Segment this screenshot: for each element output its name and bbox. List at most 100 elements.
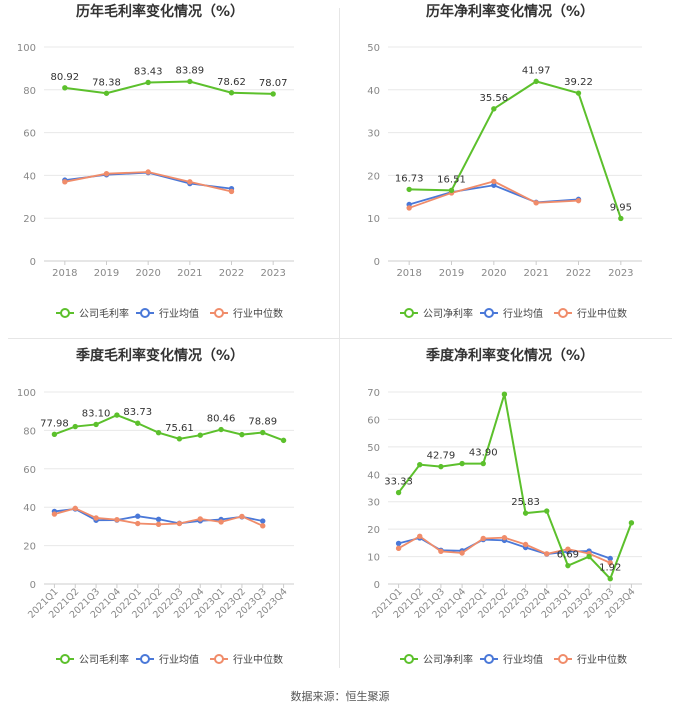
x-tick-label: 2019 (94, 268, 119, 279)
data-point (260, 523, 266, 529)
y-tick-label: 80 (23, 426, 36, 437)
legend-marker (140, 308, 150, 318)
data-point (145, 169, 151, 175)
y-tick-label: 10 (367, 553, 380, 564)
x-tick-label: 2020 (481, 268, 506, 279)
legend-label: 行业均值 (503, 307, 543, 320)
legend-marker (484, 308, 494, 318)
data-point (103, 90, 110, 96)
chart-title: 历年毛利率变化情况（%） (76, 3, 244, 20)
data-point (395, 489, 402, 496)
data-point (239, 431, 245, 438)
data-point (114, 412, 120, 418)
y-tick-label: 0 (374, 257, 380, 268)
data-label: 25.83 (511, 497, 540, 508)
data-point (565, 562, 571, 569)
x-tick-label: 2019 (439, 268, 464, 279)
series-line (64, 80, 274, 95)
data-point (51, 431, 58, 437)
data-point (586, 553, 592, 560)
data-point (260, 429, 266, 436)
data-point (480, 535, 486, 542)
data-point (135, 420, 141, 426)
data-point (501, 534, 508, 541)
data-point (406, 205, 412, 211)
data-source-note: 数据来源：恒生聚源 (290, 690, 390, 703)
y-tick-label: 40 (367, 86, 380, 97)
data-point (533, 200, 539, 206)
data-point (501, 391, 508, 397)
data-point (228, 188, 235, 195)
chart-title: 季度净利率变化情况（%） (425, 347, 594, 364)
data-label: 83.43 (134, 66, 163, 77)
data-point (628, 520, 635, 526)
y-tick-label: 40 (367, 470, 380, 481)
data-point (135, 520, 141, 527)
data-point (533, 78, 539, 85)
data-point (448, 187, 455, 194)
data-point (218, 426, 224, 433)
data-point (417, 461, 423, 468)
data-point (544, 508, 550, 514)
y-tick-label: 60 (23, 465, 36, 476)
data-point (197, 516, 203, 522)
data-label: 1.92 (599, 563, 621, 574)
data-point (480, 460, 486, 467)
legend-label: 公司净利率 (423, 307, 473, 320)
legend-marker (60, 654, 70, 664)
data-point (459, 550, 465, 556)
data-point (406, 186, 412, 193)
chart-3: 季度毛利率变化情况（%）0204060801002021Q12021Q22021… (17, 347, 294, 666)
y-tick-label: 80 (23, 86, 36, 97)
y-tick-label: 70 (367, 388, 380, 399)
x-tick-label: 2022 (566, 268, 591, 279)
legend-label: 行业中位数 (233, 307, 283, 320)
data-point (155, 521, 162, 527)
y-tick-label: 20 (23, 214, 36, 225)
y-tick-label: 20 (23, 542, 36, 553)
data-label: 6.69 (557, 550, 579, 561)
data-point (155, 516, 162, 522)
data-label: 83.73 (123, 407, 152, 418)
y-tick-label: 60 (23, 129, 36, 140)
data-point (93, 515, 99, 521)
legend-label: 行业中位数 (577, 653, 627, 666)
data-label: 77.98 (40, 418, 69, 429)
data-point (72, 423, 78, 430)
data-point (62, 85, 68, 91)
data-label: 80.46 (207, 414, 236, 425)
data-point (176, 520, 183, 527)
legend-marker (558, 654, 568, 664)
data-label: 16.51 (437, 174, 466, 185)
data-label: 9.95 (610, 202, 632, 213)
data-point (522, 510, 529, 516)
data-point (491, 106, 497, 112)
data-label: 43.90 (469, 448, 498, 459)
y-tick-label: 0 (374, 580, 380, 591)
data-label: 35.56 (480, 93, 509, 104)
y-tick-label: 50 (367, 43, 380, 54)
data-point (565, 546, 571, 552)
y-tick-label: 50 (367, 443, 380, 454)
data-label: 78.89 (248, 417, 277, 428)
data-point (417, 533, 423, 539)
data-point (522, 541, 529, 548)
data-point (491, 178, 497, 185)
chart-2: 历年净利率变化情况（%） 0 10 20 30 40 50 2018 2019 2020 2021 2… (367, 3, 642, 320)
data-point (607, 560, 613, 566)
data-label: 39.22 (564, 77, 593, 88)
data-point (135, 513, 141, 519)
legend-marker (214, 654, 224, 664)
data-point (228, 90, 235, 96)
data-point (544, 551, 550, 557)
chart-title: 季度毛利率变化情况（%） (75, 347, 244, 364)
y-tick-label: 0 (30, 257, 36, 268)
data-point (438, 463, 444, 470)
legend-label: 行业均值 (159, 653, 199, 666)
data-point (51, 511, 58, 517)
chart-1: 历年毛利率变化情况（%） 0 20 40 60 80 100 2018 2019 2020 2021… (17, 3, 294, 320)
y-tick-label: 40 (23, 503, 36, 514)
x-tick-label: 2021 (177, 268, 202, 279)
data-point (145, 79, 151, 86)
data-label: 78.38 (92, 77, 121, 88)
